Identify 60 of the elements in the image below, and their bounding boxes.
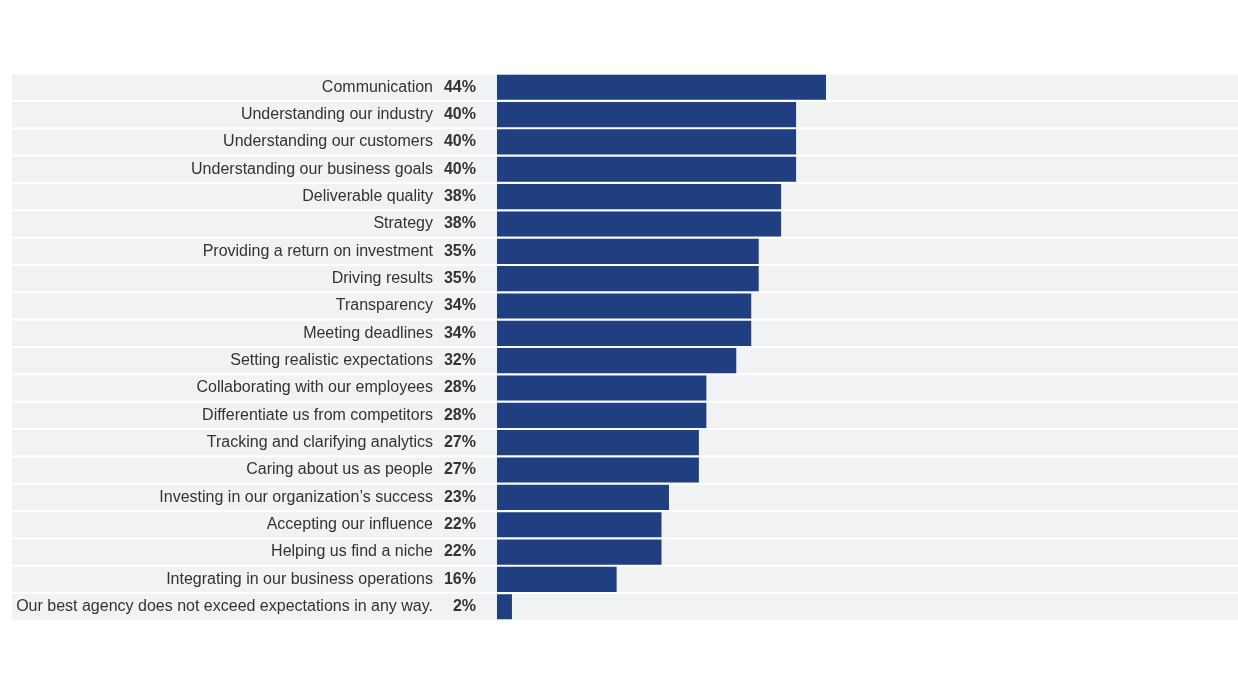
y-tick-label: Transparency — [335, 296, 433, 314]
bar — [497, 156, 797, 182]
bar — [497, 457, 699, 483]
bar — [497, 512, 662, 538]
data-label: 34% — [443, 323, 476, 341]
bar — [497, 430, 699, 456]
data-label: 40% — [443, 159, 476, 177]
y-tick-label: Caring about us as people — [246, 460, 434, 478]
bar — [497, 402, 707, 428]
y-tick-label: Understanding our business goals — [191, 159, 433, 177]
y-tick-label: Investing in our organization’s success — [159, 487, 433, 505]
data-label: 32% — [443, 351, 476, 369]
bar — [497, 539, 662, 565]
data-label: 38% — [443, 214, 476, 232]
data-label: 23% — [443, 487, 476, 505]
data-label: 22% — [443, 515, 476, 533]
y-tick-label: Driving results — [331, 269, 433, 287]
data-label: 27% — [443, 433, 476, 451]
y-tick-label: Integrating in our business operations — [166, 569, 433, 587]
bar — [497, 211, 782, 237]
data-label: 28% — [443, 378, 476, 396]
bar — [497, 484, 669, 510]
bar — [497, 74, 826, 100]
bar — [497, 129, 797, 155]
bar — [497, 184, 782, 210]
data-label: 40% — [443, 105, 476, 123]
data-label: 35% — [443, 269, 476, 287]
data-label: 35% — [443, 241, 476, 259]
y-tick-label: Our best agency does not exceed expectations in any way. — [16, 597, 433, 615]
y-tick-label: Strategy — [373, 214, 433, 232]
y-tick-label: Collaborating with our employees — [196, 378, 433, 396]
y-tick-label: Understanding our industry — [240, 105, 433, 123]
bar — [497, 348, 737, 374]
y-tick-label: Communication — [321, 77, 433, 95]
y-tick-label: Accepting our influence — [266, 515, 434, 533]
bar — [497, 266, 759, 292]
data-label: 22% — [443, 542, 476, 560]
data-label: 40% — [443, 132, 476, 150]
bar — [497, 566, 617, 592]
data-label: 34% — [443, 296, 476, 314]
data-label: 28% — [443, 405, 476, 423]
y-tick-label: Deliverable quality — [302, 187, 433, 205]
y-tick-label: Setting realistic expectations — [230, 351, 433, 369]
y-tick-label: Understanding our customers — [223, 132, 433, 150]
y-tick-label: Differentiate us from competitors — [202, 405, 433, 423]
data-label: 27% — [443, 460, 476, 478]
bar — [497, 594, 512, 620]
data-label: 44% — [443, 77, 476, 95]
bar — [497, 320, 752, 346]
bar — [497, 102, 797, 128]
y-tick-label: Tracking and clarifying analytics — [206, 433, 433, 451]
y-tick-label: Providing a return on investment — [202, 241, 434, 259]
bar — [497, 375, 707, 401]
y-tick-label: Meeting deadlines — [303, 323, 433, 341]
y-tick-label: Helping us find a niche — [271, 542, 434, 560]
data-label: 38% — [443, 187, 476, 205]
bar — [497, 293, 752, 319]
data-label: 16% — [443, 569, 476, 587]
bar — [497, 238, 759, 264]
data-label: 2% — [452, 597, 476, 615]
